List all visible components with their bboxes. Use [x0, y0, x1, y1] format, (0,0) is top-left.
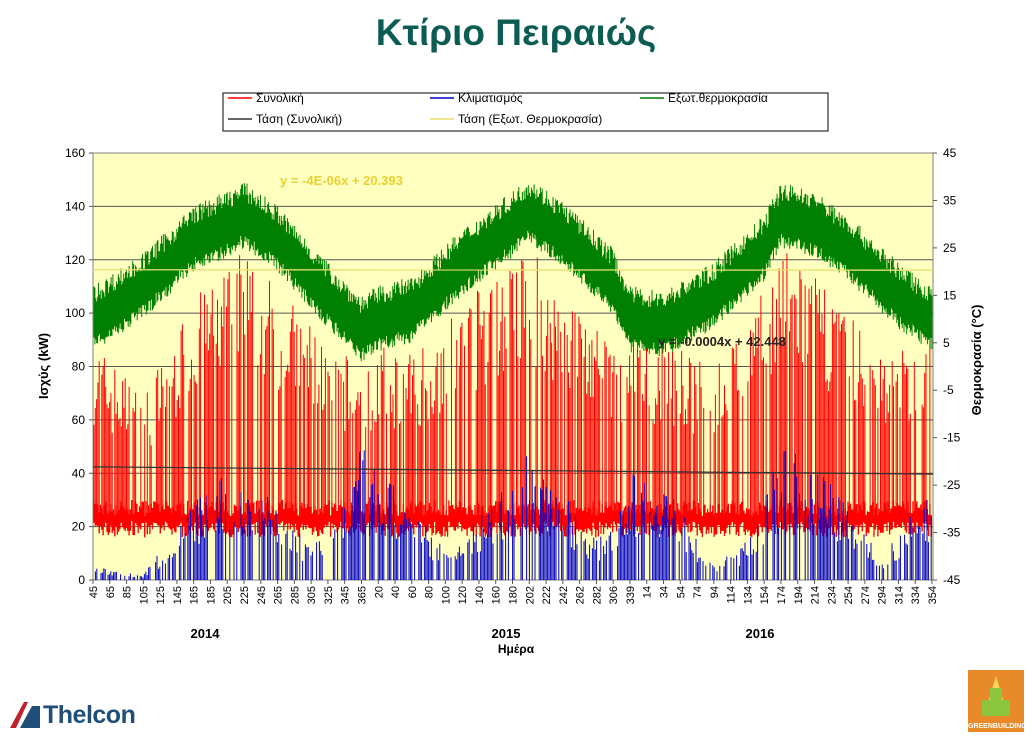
x-tick-label: 345: [340, 586, 352, 604]
x-tick-label: 114: [726, 586, 738, 604]
y2-tick-label: 15: [943, 288, 957, 302]
legend-label: Τάση (Συνολική): [256, 112, 342, 126]
x-tick-label: 120: [457, 586, 469, 604]
legend-box: [222, 92, 829, 132]
x-tick-label: 306: [608, 586, 620, 604]
x-tick-label: 60: [407, 586, 419, 598]
x-tick-label: 245: [256, 586, 268, 604]
year-label-2015: 2015: [492, 626, 521, 641]
x-tick-label: 74: [692, 586, 704, 598]
y-tick-label: 20: [72, 520, 86, 534]
x-tick-label: 274: [860, 586, 872, 604]
legend-label: Συνολική: [256, 91, 304, 105]
x-tick-label: 285: [289, 586, 301, 604]
x-tick-label: 85: [122, 586, 134, 598]
x-tick-label: 180: [508, 586, 520, 604]
x-tick-label: 165: [189, 586, 201, 604]
x-tick-label: 154: [759, 586, 771, 604]
x-tick-label: 134: [742, 586, 754, 604]
thelcon-logo: Thelcon: [10, 700, 136, 730]
x-tick-label: 80: [424, 586, 436, 598]
y-tick-label: 140: [65, 199, 85, 213]
x-tick-label: 125: [155, 586, 167, 604]
greenbuilding-logo-text: GREENBUILDING: [968, 723, 1027, 730]
series-total: [93, 253, 931, 538]
chart: 0 20 40 60 80 100 120 140 160 -45 -35 -25 -15 -5 5 15 2…: [36, 91, 984, 656]
x-tick-label: 305: [306, 586, 318, 604]
year-label-2016: 2016: [746, 626, 775, 641]
series-hvac: [94, 450, 932, 580]
x-tick-label: 339: [625, 586, 637, 604]
y2-tick-label: 35: [943, 193, 957, 207]
greenbuilding-logo-icon: [982, 676, 1010, 716]
x-tick-label: 334: [910, 586, 922, 604]
y-tick-label: 120: [65, 253, 85, 267]
x-axis-label: Ημέρα: [498, 642, 535, 656]
x-tick-label: 65: [105, 586, 117, 598]
y-tick-label: 40: [72, 466, 86, 480]
x-tick-label: 262: [575, 586, 587, 604]
x-tick-label: 354: [927, 586, 939, 604]
legend-label: Τάση (Εξωτ. Θερμοκρασία): [458, 112, 602, 126]
x-tick-label: 14: [642, 586, 654, 598]
y-tick-label: 100: [65, 306, 85, 320]
x-tick-label: 194: [793, 586, 805, 604]
x-tick-label: 160: [491, 586, 503, 604]
x-tick-label: 314: [893, 586, 905, 604]
x-tick-label: 20: [373, 586, 385, 598]
x-tick-label: 45: [88, 586, 100, 598]
x-tick-label: 325: [323, 586, 335, 604]
y2-tick-label: 25: [943, 241, 957, 255]
x-tick-label: 140: [474, 586, 486, 604]
x-tick-label: 94: [709, 586, 721, 598]
trendline-total: [92, 466, 934, 475]
y2-tick-label: 5: [943, 336, 950, 350]
y-tick-label: 0: [78, 573, 85, 587]
y2-tick-label: 45: [943, 146, 957, 160]
x-tick-label: 174: [776, 586, 788, 604]
x-tick-label: 365: [357, 586, 369, 604]
y2-tick-label: -35: [943, 526, 961, 540]
x-tick-label: 265: [273, 586, 285, 604]
y-tick-label: 60: [72, 413, 86, 427]
x-tick-label: 205: [222, 586, 234, 604]
y2-tick-label: -45: [943, 573, 961, 587]
thelcon-logo-mark-icon: [10, 702, 40, 728]
x-tick-label: 54: [675, 586, 687, 598]
y2-axis-label: Θερμοκρασία (°C): [969, 305, 984, 416]
x-tick-label: 242: [558, 586, 570, 604]
series-temperature: [93, 183, 933, 361]
y2-tick-label: -25: [943, 478, 961, 492]
page-title: Κτίριο Πειραιώς: [375, 12, 657, 53]
trend-annotation-temperature: y = -4E-06x + 20.393: [280, 173, 403, 188]
greenbuilding-logo: GREENBUILDING: [968, 670, 1027, 732]
trend-annotation-total: y = -0.0004x + 42.448: [658, 334, 786, 349]
y2-tick-label: -15: [943, 431, 961, 445]
x-tick-label: 202: [524, 586, 536, 604]
y-axis-label: Ισχύς (kW): [36, 333, 51, 399]
x-tick-label: 40: [390, 586, 402, 598]
x-tick-label: 294: [877, 586, 889, 604]
thelcon-logo-text: Thelcon: [43, 700, 136, 729]
year-label-2014: 2014: [191, 626, 221, 641]
x-tick-label: 225: [239, 586, 251, 604]
x-tick-label: 100: [440, 586, 452, 604]
x-tick-label: 234: [826, 586, 838, 604]
x-tick-label: 282: [591, 586, 603, 604]
x-tick-label: 222: [541, 586, 553, 604]
x-tick-label: 185: [206, 586, 218, 604]
x-tick-label: 34: [659, 586, 671, 598]
y-tick-label: 160: [65, 146, 85, 160]
x-tick-label: 145: [172, 586, 184, 604]
y-tick-label: 80: [72, 360, 86, 374]
legend-label: Εξωτ.θερμοκρασία: [668, 91, 768, 105]
x-tick-label: 254: [843, 586, 855, 604]
x-tick-label: 214: [810, 586, 822, 604]
legend-label: Κλιματισμός: [458, 91, 523, 105]
y2-tick-label: -5: [943, 383, 954, 397]
x-tick-label: 105: [138, 586, 150, 604]
